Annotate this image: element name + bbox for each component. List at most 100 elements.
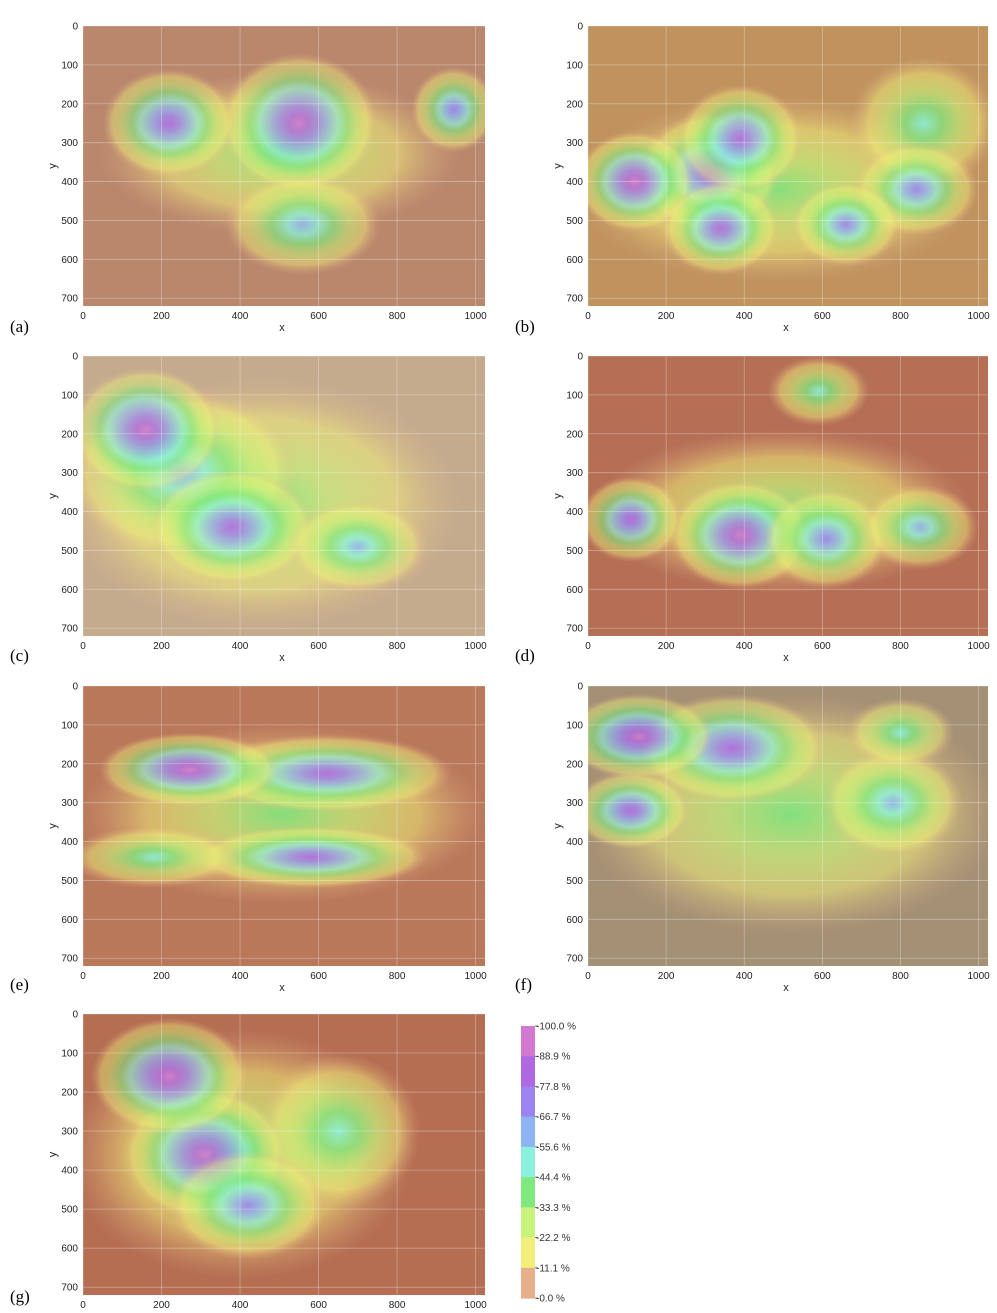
y-tick-label: 0 bbox=[577, 682, 583, 693]
hotspot bbox=[83, 367, 221, 493]
y-tick-label: 100 bbox=[61, 390, 78, 401]
y-axis-label: y bbox=[47, 823, 59, 829]
x-tick-label: 1000 bbox=[464, 641, 487, 652]
heat-layer bbox=[83, 367, 464, 633]
x-tick-label: 600 bbox=[814, 641, 831, 652]
x-tick-label: 0 bbox=[80, 641, 86, 652]
colorbar-segment bbox=[521, 1207, 535, 1239]
panel-7: 0 200 400 600 800 1000 0 100 200 300 400 500 600 700 x… bbox=[10, 1010, 487, 1313]
x-tick-label: 400 bbox=[736, 641, 753, 652]
hotspot bbox=[861, 484, 979, 570]
x-tick-label: 400 bbox=[232, 971, 249, 982]
y-tick-label: 300 bbox=[566, 138, 583, 149]
panel-label: (e) bbox=[10, 975, 29, 994]
x-tick-label: 400 bbox=[736, 311, 753, 322]
y-tick-label: 500 bbox=[61, 876, 78, 887]
y-tick-label: 200 bbox=[61, 99, 78, 110]
panel-label: (f) bbox=[515, 975, 532, 994]
hotspot bbox=[98, 732, 280, 807]
hotspot bbox=[845, 697, 956, 768]
y-tick-label: 500 bbox=[566, 546, 583, 557]
y-tick-label: 100 bbox=[566, 60, 583, 71]
colorbar-label: -100.0 % bbox=[536, 1022, 576, 1033]
x-tick-label: 0 bbox=[80, 1300, 86, 1311]
hotspot bbox=[149, 468, 315, 586]
x-axis-label: x bbox=[783, 652, 789, 664]
grid bbox=[82, 685, 485, 966]
y-tick-label: 400 bbox=[61, 837, 78, 848]
y-tick-label: 300 bbox=[61, 468, 78, 479]
colorbar-segment bbox=[521, 1056, 535, 1088]
x-tick-label: 0 bbox=[585, 971, 591, 982]
y-tick-label: 300 bbox=[61, 798, 78, 809]
colorbar-segment bbox=[521, 1086, 535, 1118]
x-tick-label: 800 bbox=[892, 641, 909, 652]
hotspot bbox=[90, 1017, 248, 1135]
x-tick-label: 200 bbox=[153, 311, 170, 322]
y-tick-label: 300 bbox=[566, 468, 583, 479]
y-tick-label: 0 bbox=[72, 682, 78, 693]
x-tick-label: 1000 bbox=[968, 971, 991, 982]
y-tick-label: 600 bbox=[61, 255, 78, 266]
x-tick-label: 0 bbox=[585, 641, 591, 652]
panel-label: (b) bbox=[515, 317, 535, 336]
y-tick-label: 700 bbox=[61, 954, 78, 965]
y-tick-label: 0 bbox=[72, 352, 78, 363]
panel-4: 0 200 400 600 800 1000 0 100 200 300 400 500 600 700 x… bbox=[515, 352, 990, 666]
y-tick-label: 700 bbox=[61, 294, 78, 305]
colorbar-segment bbox=[521, 1116, 535, 1148]
colorbar: -100.0 % -88.9 % -77.8 % -66.7 % -55.6 % -44.… bbox=[521, 1022, 576, 1305]
colorbar-segment bbox=[521, 1237, 535, 1269]
grid bbox=[587, 25, 988, 306]
colorbar-label: -33.3 % bbox=[536, 1203, 571, 1214]
colorbar-label: -44.4 % bbox=[536, 1173, 571, 1184]
y-tick-label: 600 bbox=[61, 915, 78, 926]
panel-label: (g) bbox=[10, 1287, 30, 1306]
x-tick-label: 1000 bbox=[464, 1300, 487, 1311]
y-axis-label: y bbox=[47, 163, 59, 169]
panel-5: 0 200 400 600 800 1000 0 100 200 300 400 500 600 700 x… bbox=[10, 682, 487, 995]
y-tick-label: 600 bbox=[61, 1244, 78, 1255]
x-tick-label: 600 bbox=[310, 311, 327, 322]
hotspot bbox=[822, 748, 963, 858]
hotspot bbox=[169, 1150, 327, 1260]
y-tick-label: 0 bbox=[577, 352, 583, 363]
hotspot bbox=[287, 499, 429, 594]
y-tick-label: 200 bbox=[61, 429, 78, 440]
y-tick-label: 700 bbox=[566, 294, 583, 305]
x-tick-label: 1000 bbox=[464, 311, 487, 322]
y-axis-label: y bbox=[47, 1151, 59, 1157]
y-tick-label: 300 bbox=[61, 1127, 78, 1138]
colorbar-segment bbox=[521, 1267, 535, 1299]
y-tick-label: 400 bbox=[566, 177, 583, 188]
grid bbox=[82, 1013, 485, 1295]
y-tick-label: 0 bbox=[72, 22, 78, 33]
y-tick-label: 400 bbox=[61, 177, 78, 188]
y-tick-label: 400 bbox=[61, 507, 78, 518]
y-tick-label: 700 bbox=[566, 624, 583, 635]
y-tick-label: 200 bbox=[566, 429, 583, 440]
colorbar-segment bbox=[521, 1146, 535, 1178]
y-tick-label: 100 bbox=[61, 1049, 78, 1060]
x-tick-label: 200 bbox=[153, 971, 170, 982]
y-tick-label: 400 bbox=[61, 1166, 78, 1177]
hotspot bbox=[588, 131, 694, 233]
x-axis-label: x bbox=[783, 322, 789, 334]
x-tick-label: 800 bbox=[892, 971, 909, 982]
x-tick-label: 200 bbox=[658, 311, 675, 322]
heat-layer bbox=[588, 57, 988, 283]
hotspot bbox=[791, 181, 901, 268]
hotspot bbox=[83, 826, 241, 889]
hotspot bbox=[588, 693, 713, 780]
y-tick-label: 300 bbox=[566, 798, 583, 809]
colorbar-label: -66.7 % bbox=[536, 1112, 571, 1123]
y-tick-label: 100 bbox=[566, 720, 583, 731]
x-tick-label: 0 bbox=[80, 311, 86, 322]
colorbar-label: -11.1 % bbox=[536, 1263, 570, 1274]
x-tick-label: 600 bbox=[814, 311, 831, 322]
y-tick-label: 300 bbox=[61, 138, 78, 149]
x-axis-label: x bbox=[279, 322, 285, 334]
y-tick-label: 600 bbox=[566, 255, 583, 266]
colorbar-label: -55.6 % bbox=[536, 1142, 571, 1153]
